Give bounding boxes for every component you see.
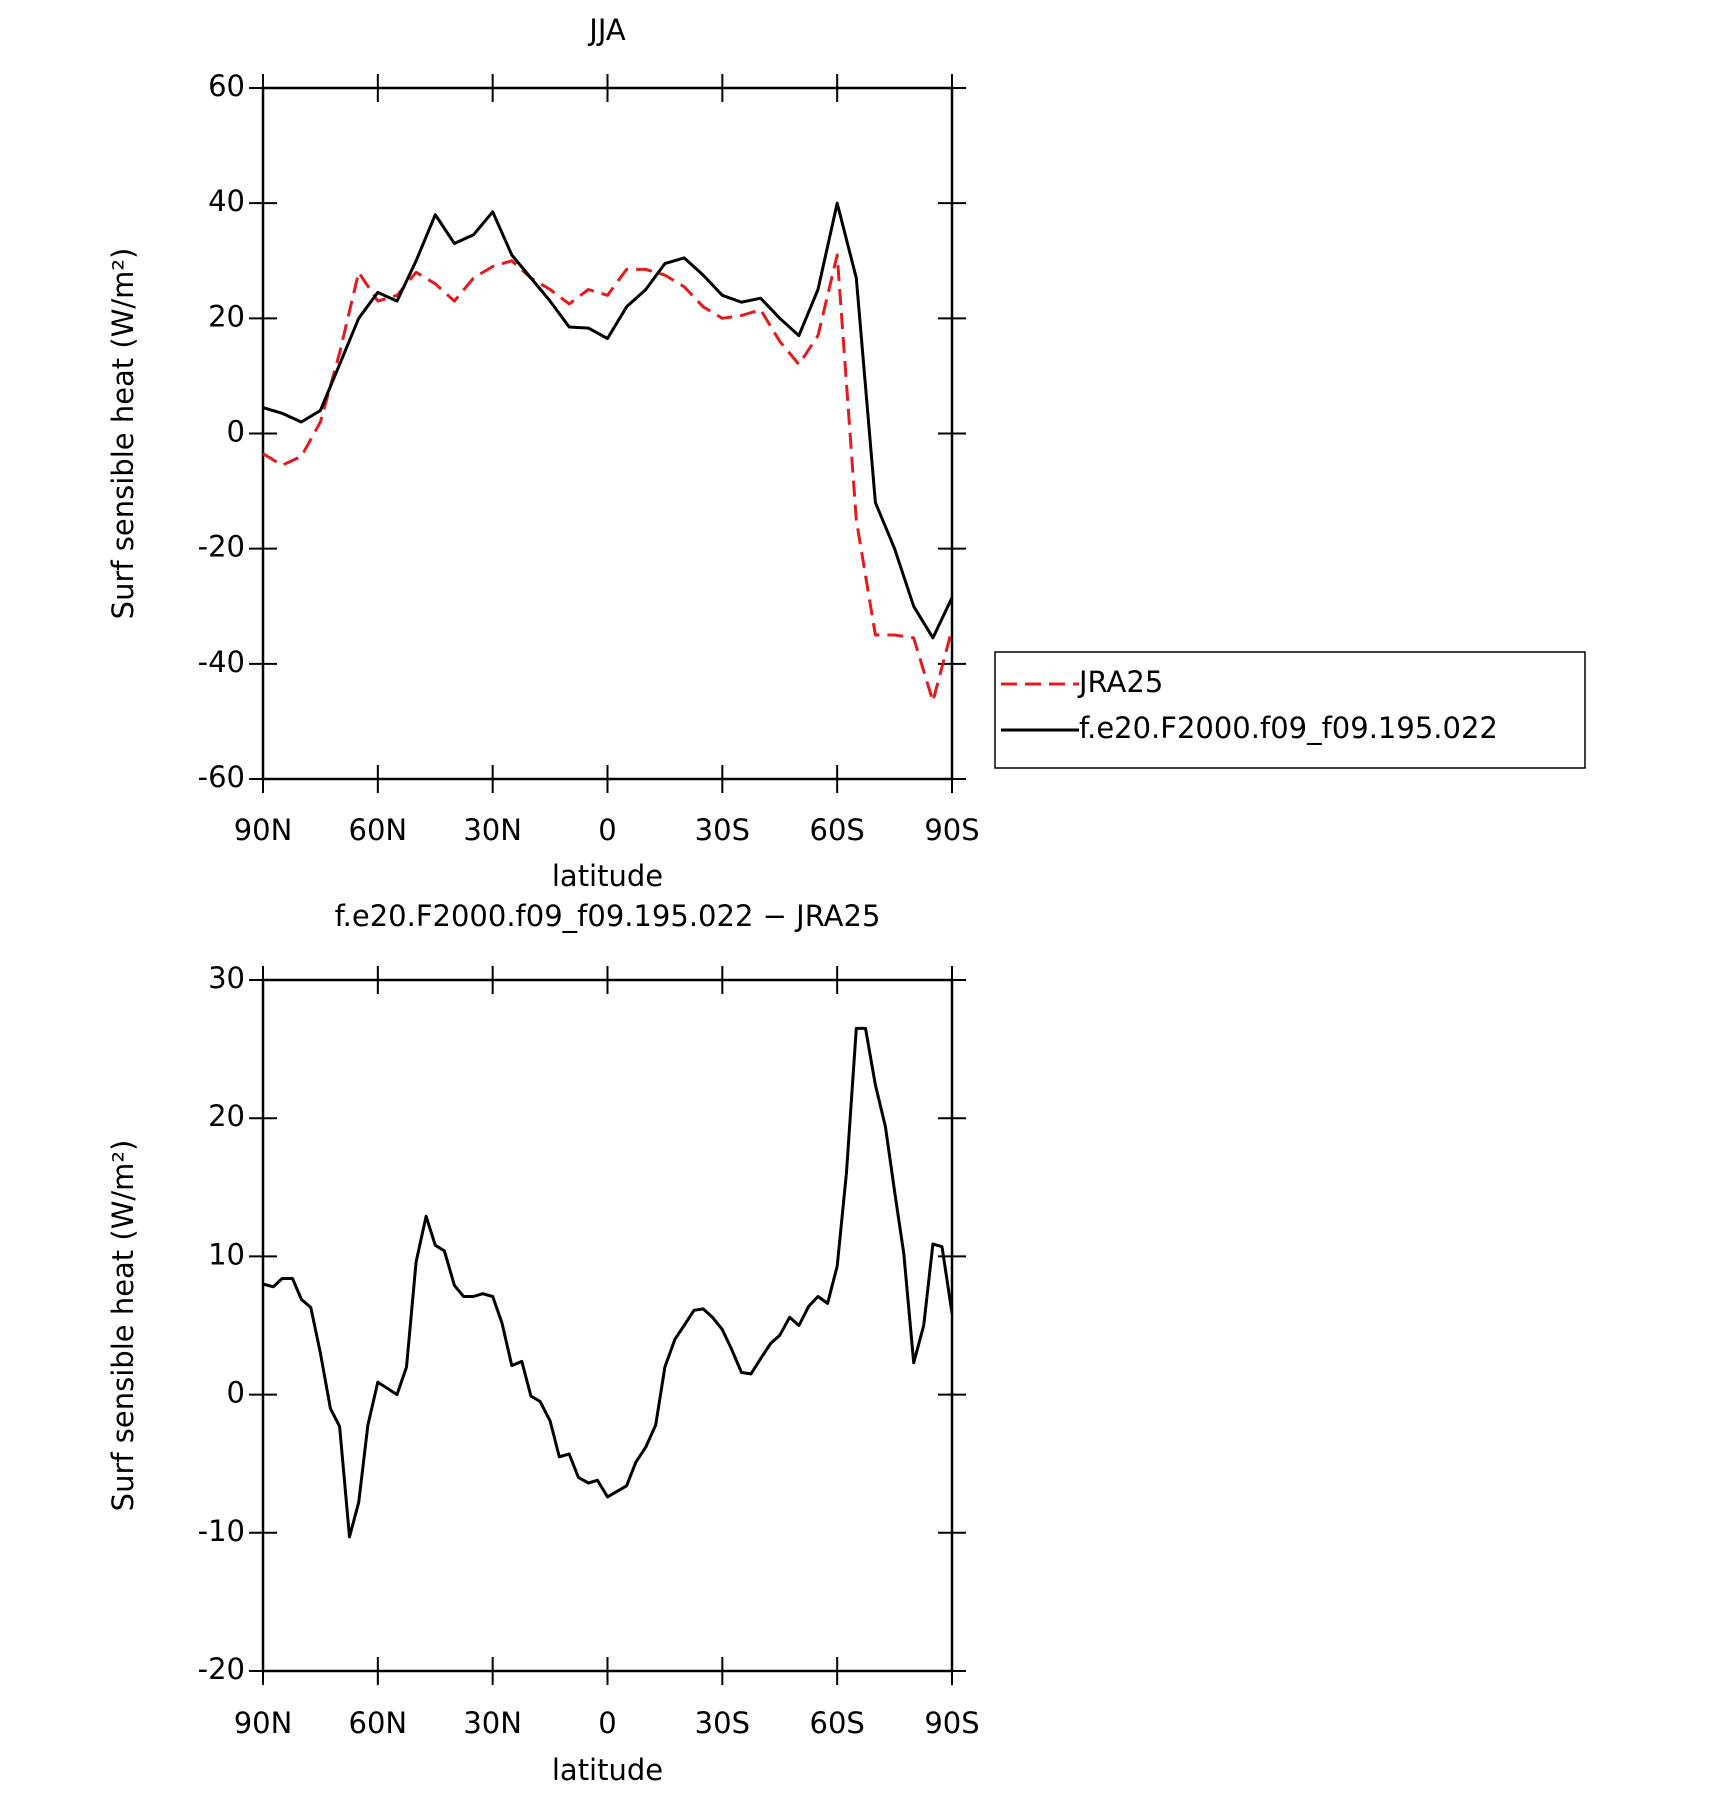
y-tick-label: -40 [198, 645, 245, 679]
x-tick-label: 30N [463, 1706, 522, 1740]
y-tick-label: 60 [208, 69, 245, 103]
y-tick-label: -60 [198, 760, 245, 794]
y-tick-label: 30 [208, 961, 245, 995]
x-tick-label: 30S [695, 813, 750, 847]
x-tick-label: 0 [598, 813, 616, 847]
x-tick-label: 90N [234, 1706, 293, 1740]
y-axis-label: Surf sensible heat (W/m²) [106, 248, 140, 620]
y-axis-label: Surf sensible heat (W/m²) [106, 1140, 140, 1512]
y-tick-label: 10 [208, 1237, 245, 1271]
chart-title: JJA [587, 13, 626, 47]
x-tick-label: 60N [349, 813, 408, 847]
x-tick-label: 60S [810, 1706, 865, 1740]
y-tick-label: -20 [198, 1652, 245, 1686]
plot-frame [261, 86, 954, 781]
x-tick-label: 60S [810, 813, 865, 847]
y-tick-label: 40 [208, 184, 245, 218]
y-tick-label: 0 [227, 415, 245, 449]
x-tick-label: 90S [924, 813, 979, 847]
x-tick-label: 30N [463, 813, 522, 847]
x-tick-label: 0 [598, 1706, 616, 1740]
y-tick-label: 20 [208, 299, 245, 333]
x-tick-label: 60N [349, 1706, 408, 1740]
y-tick-label: 20 [208, 1099, 245, 1133]
data-line [262, 201, 954, 640]
x-axis-label: latitude [552, 859, 663, 893]
y-tick-label: -20 [198, 530, 245, 564]
x-tick-label: 30S [695, 1706, 750, 1740]
y-tick-label: 0 [227, 1376, 245, 1410]
x-tick-label: 90S [924, 1706, 979, 1740]
plot-frame [261, 978, 954, 1673]
x-axis-label: latitude [552, 1753, 663, 1787]
data-line [262, 253, 954, 703]
legend-label: f.e20.F2000.f09_f09.195.022 [1079, 711, 1498, 745]
chart-title: f.e20.F2000.f09_f09.195.022 − JRA25 [335, 899, 881, 933]
legend-label: JRA25 [1077, 665, 1163, 699]
data-line [262, 1026, 954, 1539]
y-tick-label: -10 [198, 1514, 245, 1548]
x-tick-label: 90N [234, 813, 293, 847]
legend-box [994, 651, 1586, 769]
